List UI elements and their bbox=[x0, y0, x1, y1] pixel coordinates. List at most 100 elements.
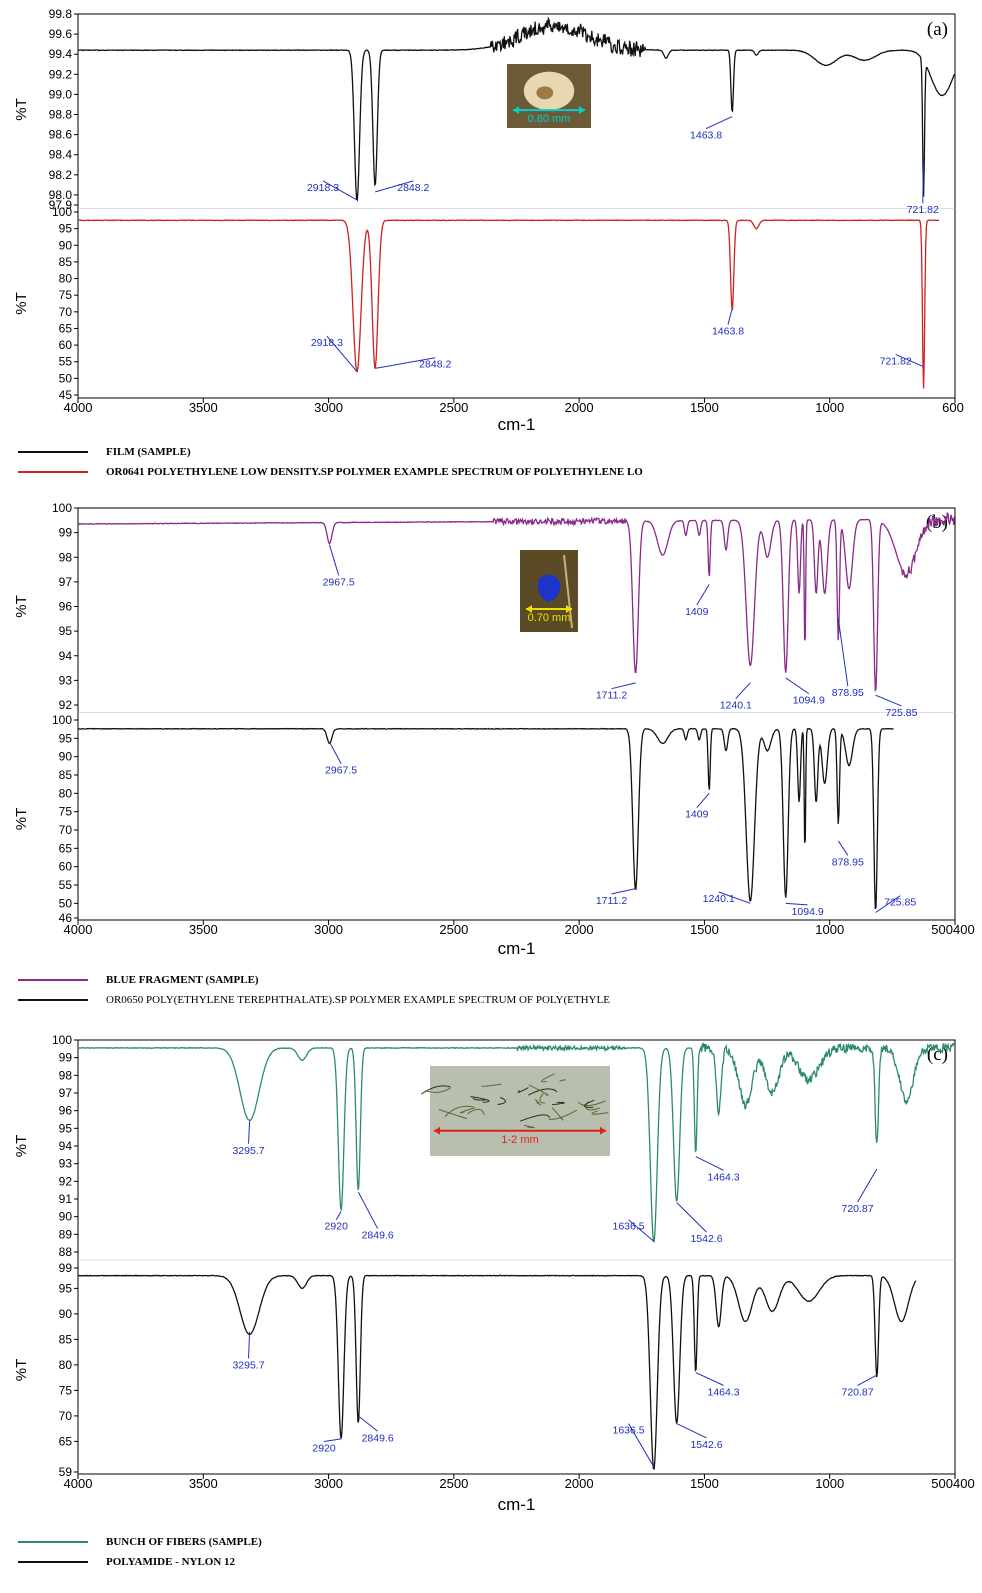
peak-leader bbox=[857, 1168, 878, 1203]
peak-leader bbox=[375, 357, 436, 369]
y-tick-label: 91 bbox=[59, 1192, 73, 1206]
x-tick-label: 1500 bbox=[690, 922, 719, 937]
x-tick-label: 2000 bbox=[565, 922, 594, 937]
y-tick-label: 94 bbox=[59, 1139, 73, 1153]
y-tick-label: 99 bbox=[59, 526, 73, 540]
peak-label: 1636.5 bbox=[612, 1221, 644, 1233]
peak-label: 2918.3 bbox=[311, 337, 343, 349]
y-axis-label: %T bbox=[13, 98, 30, 121]
peak-label: 1636.5 bbox=[612, 1425, 644, 1437]
y-tick-label: 99.4 bbox=[49, 47, 73, 61]
y-tick-label: 60 bbox=[59, 338, 73, 352]
y-tick-label: 75 bbox=[59, 1383, 73, 1397]
panel-b-chart: 4000 3500 3000 2500 2000 1500 1000 500400cm-1(b… bbox=[13, 501, 975, 958]
peak-leader bbox=[628, 1423, 655, 1468]
y-tick-label: 70 bbox=[59, 823, 73, 837]
peak-label: 3295.7 bbox=[232, 1145, 264, 1157]
y-tick-label: 55 bbox=[59, 878, 73, 892]
x-tick-label: 1000 bbox=[815, 1476, 844, 1491]
fiber-strand bbox=[528, 1084, 549, 1096]
legend-entry: BLUE FRAGMENT (SAMPLE) bbox=[18, 970, 610, 990]
peak-leader bbox=[696, 793, 710, 808]
peak-label: 1240.1 bbox=[703, 893, 735, 905]
peak-label: 2920 bbox=[325, 1221, 349, 1233]
peak-leader bbox=[837, 618, 849, 687]
legend-swatch bbox=[18, 451, 88, 453]
peak-leader bbox=[875, 895, 901, 913]
legend-entry: FILM (SAMPLE) bbox=[18, 442, 643, 462]
y-tick-label: 95 bbox=[59, 1281, 73, 1295]
legend-entry: OR0641 POLYETHYLENE LOW DENSITY.SP POLYM… bbox=[18, 462, 643, 482]
y-tick-label: 70 bbox=[59, 1409, 73, 1423]
peak-leader bbox=[628, 1219, 655, 1242]
y-tick-label: 90 bbox=[59, 238, 73, 252]
panel-c-legend: BUNCH OF FIBERS (SAMPLE) POLYAMIDE - NYL… bbox=[18, 1532, 262, 1572]
legend-swatch bbox=[18, 979, 88, 981]
spectrum-line bbox=[77, 1274, 917, 1470]
fiber-strand bbox=[444, 1105, 474, 1117]
y-tick-label: 100 bbox=[52, 501, 72, 515]
peak-label: 1094.9 bbox=[792, 906, 824, 918]
fiber-strand bbox=[559, 1079, 566, 1082]
fiber-strand bbox=[438, 1109, 468, 1120]
y-tick-label: 96 bbox=[59, 1104, 73, 1118]
plot-frame bbox=[77, 507, 956, 921]
x-tick-label: 1000 bbox=[815, 400, 844, 415]
legend-label: BUNCH OF FIBERS (SAMPLE) bbox=[106, 1536, 262, 1548]
inset-scale-label: 1-2 mm bbox=[501, 1134, 538, 1146]
y-tick-label: 90 bbox=[59, 1210, 73, 1224]
peak-leader bbox=[326, 335, 358, 373]
y-tick-label: 93 bbox=[59, 673, 73, 687]
plot-frame bbox=[77, 13, 956, 399]
peak-leader bbox=[323, 1438, 342, 1442]
x-tick-label: 3000 bbox=[314, 1476, 343, 1491]
y-tick-label: 85 bbox=[59, 255, 73, 269]
y-tick-label: 98.2 bbox=[49, 168, 73, 182]
y-axis-label: %T bbox=[13, 1135, 30, 1158]
peak-leader bbox=[374, 180, 414, 193]
peak-leader bbox=[727, 308, 733, 325]
spectrum-line bbox=[77, 511, 956, 693]
spectrum-line bbox=[77, 16, 955, 202]
legend-label: OR0641 POLYETHYLENE LOW DENSITY.SP POLYM… bbox=[106, 466, 643, 478]
y-tick-label: 80 bbox=[59, 272, 73, 286]
peak-label: 1409 bbox=[685, 606, 709, 618]
y-tick-label: 97.9 bbox=[49, 198, 73, 212]
peak-label: 1463.8 bbox=[690, 130, 722, 142]
y-tick-label: 95 bbox=[59, 624, 73, 638]
y-tick-label: 75 bbox=[59, 288, 73, 302]
peak-leader bbox=[335, 1211, 342, 1220]
peak-label: 1464.3 bbox=[708, 1386, 740, 1398]
peak-leader bbox=[837, 840, 849, 856]
y-tick-label: 98 bbox=[59, 550, 73, 564]
fiber-strand bbox=[472, 1097, 486, 1101]
peak-leader bbox=[922, 159, 925, 204]
fiber-strand bbox=[517, 1087, 529, 1093]
panel-c-chart: 4000 3500 3000 2500 2000 1500 1000 500400cm-1(c… bbox=[13, 1033, 975, 1514]
y-tick-label: 92 bbox=[59, 698, 73, 712]
y-tick-label: 95 bbox=[59, 1121, 73, 1135]
y-tick-label: 98 bbox=[59, 1068, 73, 1082]
peak-label: 2849.6 bbox=[362, 1432, 394, 1444]
legend-entry: OR0650 POLY(ETHYLENE TEREPHTHALATE).SP P… bbox=[18, 990, 610, 1010]
y-tick-label: 94 bbox=[59, 649, 73, 663]
y-tick-label: 55 bbox=[59, 355, 73, 369]
y-tick-label: 80 bbox=[59, 786, 73, 800]
x-tick-label: 2000 bbox=[565, 400, 594, 415]
peak-leader bbox=[248, 1331, 251, 1359]
inset-scale-label: 0.80 mm bbox=[528, 113, 571, 125]
y-tick-label: 65 bbox=[59, 841, 73, 855]
inset-photo: 0.70 mm bbox=[520, 550, 578, 632]
x-tick-label: 2000 bbox=[565, 1476, 594, 1491]
peak-label: 1711.2 bbox=[596, 895, 627, 907]
fiber-strand bbox=[583, 1099, 595, 1108]
x-axis-label: cm-1 bbox=[498, 939, 536, 958]
peak-leader bbox=[611, 682, 636, 690]
peak-label: 1711.2 bbox=[596, 690, 627, 702]
peak-label: 878.95 bbox=[832, 856, 864, 868]
plot-frame bbox=[77, 1039, 956, 1475]
y-axis-label: %T bbox=[13, 595, 30, 618]
y-tick-label: 95 bbox=[59, 222, 73, 236]
panel-label: (a) bbox=[927, 19, 948, 40]
fiber-strand bbox=[481, 1083, 502, 1087]
